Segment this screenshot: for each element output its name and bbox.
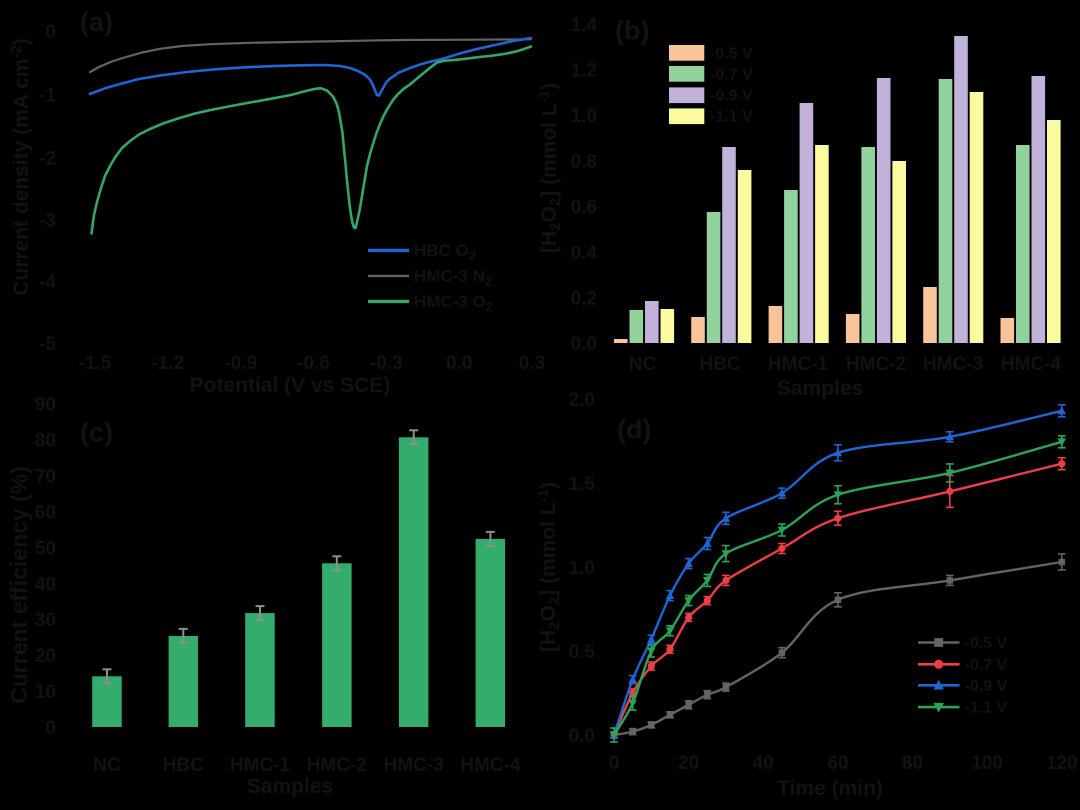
- svg-text:-0.9 V: -0.9 V: [710, 88, 753, 105]
- svg-text:-0.6: -0.6: [297, 353, 330, 374]
- svg-text:Current density (mA cm-2): Current density (mA cm-2): [8, 38, 33, 296]
- svg-text:(d): (d): [617, 415, 651, 445]
- svg-text:0: 0: [609, 753, 620, 774]
- svg-text:0: 0: [45, 718, 56, 739]
- svg-text:1.2: 1.2: [571, 60, 597, 81]
- svg-text:Potential (V vs SCE): Potential (V vs SCE): [190, 374, 391, 397]
- svg-text:60: 60: [35, 502, 56, 523]
- svg-text:-1: -1: [39, 86, 56, 107]
- svg-text:100: 100: [971, 753, 1003, 774]
- svg-text:[H2O2] (mmol L-1): [H2O2] (mmol L-1): [535, 482, 563, 652]
- svg-text:1.0: 1.0: [571, 106, 597, 127]
- svg-text:40: 40: [35, 574, 56, 595]
- svg-text:HMC-3: HMC-3: [384, 755, 444, 776]
- svg-text:HMC-4: HMC-4: [460, 755, 521, 776]
- svg-text:NC: NC: [93, 755, 121, 776]
- svg-text:-0.9: -0.9: [224, 353, 257, 374]
- svg-text:HMC-3 O2: HMC-3 O2: [414, 292, 493, 314]
- svg-text:-0.9 V: -0.9 V: [965, 678, 1008, 695]
- svg-text:-0.5 V: -0.5 V: [965, 635, 1008, 652]
- svg-text:-1.5: -1.5: [79, 353, 112, 374]
- svg-text:80: 80: [902, 753, 923, 774]
- svg-text:-1.2: -1.2: [151, 353, 184, 374]
- svg-text:Samples: Samples: [247, 775, 333, 798]
- svg-text:-2: -2: [39, 149, 56, 170]
- svg-text:-0.7 V: -0.7 V: [965, 657, 1008, 674]
- svg-text:0.6: 0.6: [571, 197, 597, 218]
- svg-text:30: 30: [35, 610, 56, 631]
- svg-text:0.3: 0.3: [519, 353, 545, 374]
- svg-text:HMC-1: HMC-1: [230, 755, 291, 776]
- svg-text:-3: -3: [39, 211, 56, 232]
- svg-text:1.4: 1.4: [571, 15, 598, 36]
- svg-text:-0.5 V: -0.5 V: [710, 45, 753, 62]
- svg-text:-1.1 V: -1.1 V: [965, 700, 1008, 717]
- svg-text:HMC-3: HMC-3: [923, 354, 983, 375]
- svg-text:1.5: 1.5: [569, 474, 596, 495]
- svg-text:HBC O2: HBC O2: [414, 241, 476, 263]
- svg-text:60: 60: [827, 753, 848, 774]
- svg-text:NC: NC: [629, 354, 657, 375]
- svg-text:0.5: 0.5: [569, 642, 596, 663]
- svg-text:(c): (c): [80, 418, 113, 448]
- svg-text:HMC-3 N2: HMC-3 N2: [414, 267, 492, 289]
- svg-text:20: 20: [678, 753, 699, 774]
- svg-text:-4: -4: [39, 272, 56, 293]
- svg-text:50: 50: [35, 538, 56, 559]
- svg-text:-1.1 V: -1.1 V: [710, 109, 753, 126]
- svg-text:Time (min): Time (min): [777, 777, 883, 800]
- svg-text:1.0: 1.0: [569, 558, 595, 579]
- svg-text:20: 20: [35, 646, 56, 667]
- svg-text:0.0: 0.0: [446, 353, 472, 374]
- svg-text:0.4: 0.4: [571, 243, 598, 264]
- svg-text:HBC: HBC: [699, 354, 740, 375]
- svg-text:Samples: Samples: [777, 377, 863, 400]
- svg-text:0: 0: [45, 22, 56, 43]
- svg-text:[H2O2] (mmol L-1): [H2O2] (mmol L-1): [536, 83, 564, 253]
- svg-text:-0.3: -0.3: [370, 353, 403, 374]
- svg-text:HMC-1: HMC-1: [768, 354, 829, 375]
- svg-text:120: 120: [1046, 753, 1078, 774]
- svg-text:90: 90: [35, 395, 56, 416]
- svg-text:0.2: 0.2: [571, 288, 597, 309]
- svg-text:0.0: 0.0: [571, 334, 597, 355]
- svg-text:80: 80: [35, 431, 56, 452]
- svg-text:40: 40: [753, 753, 774, 774]
- svg-text:10: 10: [35, 682, 56, 703]
- svg-text:HMC-4: HMC-4: [1001, 354, 1062, 375]
- svg-text:-0.7 V: -0.7 V: [710, 66, 753, 83]
- svg-text:0.0: 0.0: [569, 726, 595, 747]
- svg-text:(a): (a): [80, 7, 113, 37]
- svg-text:2.0: 2.0: [569, 390, 595, 411]
- svg-text:0.8: 0.8: [571, 152, 597, 173]
- svg-text:-5: -5: [39, 334, 56, 355]
- svg-text:HMC-2: HMC-2: [846, 354, 906, 375]
- svg-text:70: 70: [35, 467, 56, 488]
- svg-text:HBC: HBC: [163, 755, 204, 776]
- svg-text:(b): (b): [615, 16, 649, 46]
- svg-text:Current efficiency (%): Current efficiency (%): [6, 466, 32, 704]
- svg-text:HMC-2: HMC-2: [307, 755, 367, 776]
